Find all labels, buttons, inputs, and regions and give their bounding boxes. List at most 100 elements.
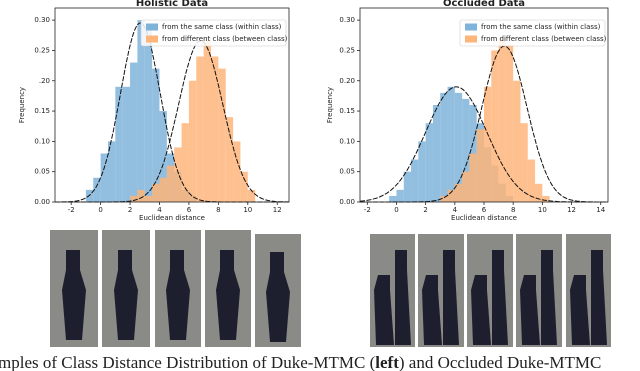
histogram-bar xyxy=(454,92,463,202)
x-tick-label: 6 xyxy=(187,206,192,214)
x-tick-label: 14 xyxy=(596,206,605,214)
legend-label: from the same class (within class) xyxy=(481,23,601,31)
y-tick-label: 0.25 xyxy=(34,46,50,54)
histogram-bar xyxy=(527,159,536,202)
histogram-bar xyxy=(454,183,463,202)
histogram-bar xyxy=(152,68,160,202)
histogram-bar xyxy=(159,177,167,202)
histogram-bar xyxy=(137,189,145,202)
histogram-bar xyxy=(505,44,514,202)
y-tick-label: .20 xyxy=(39,77,50,85)
histogram-bar xyxy=(137,20,145,202)
legend-box xyxy=(459,19,606,47)
histogram-bar xyxy=(498,38,506,202)
legend-swatch xyxy=(146,35,158,43)
chart-title: Occluded Data xyxy=(443,0,525,9)
histogram-bar xyxy=(447,189,455,202)
histogram-bar xyxy=(403,171,412,202)
photo-strip-right xyxy=(370,234,611,347)
y-tick-label: 0.05 xyxy=(339,168,355,176)
y-tick-label: 0.20 xyxy=(339,77,355,85)
x-tick-label: 2 xyxy=(423,206,427,214)
histogram-bar xyxy=(115,86,123,202)
caption-bold: left xyxy=(375,353,399,371)
x-tick-label: 2 xyxy=(128,206,132,214)
x-tick-label: 10 xyxy=(538,206,547,214)
x-tick-label: 8 xyxy=(216,206,220,214)
fit-curve xyxy=(55,22,289,203)
legend-label: from different class (between class) xyxy=(162,35,288,43)
legend-swatch xyxy=(465,23,477,31)
x-tick-label: 8 xyxy=(511,206,515,214)
x-tick-label: 6 xyxy=(482,206,487,214)
person xyxy=(166,250,190,340)
y-tick-label: 0.30 xyxy=(34,16,50,24)
histogram-bar xyxy=(218,68,226,202)
y-axis-label: Frequency xyxy=(326,87,334,123)
histogram-bar xyxy=(203,38,211,202)
histogram-bar xyxy=(247,189,256,202)
y-tick-label: 0.15 xyxy=(34,107,50,115)
histogram-bar xyxy=(152,183,160,202)
photo-strip-left xyxy=(50,230,301,347)
histogram-bar xyxy=(211,56,219,202)
legend-swatch xyxy=(465,35,477,43)
chart: Holistic Data Euclidean distance Frequency… xyxy=(18,0,290,222)
histogram-bar xyxy=(130,62,138,202)
person xyxy=(520,250,557,345)
histogram-bar xyxy=(484,86,492,202)
person xyxy=(374,250,411,345)
histogram-bar xyxy=(144,195,153,202)
y-tick-label: 0.05 xyxy=(34,168,50,176)
x-tick-label: -2 xyxy=(68,206,75,214)
histogram-bar xyxy=(425,123,433,202)
chart: Occluded Data Euclidean distance Frequency… xyxy=(326,0,609,222)
histogram-bar xyxy=(462,98,470,202)
x-axis-label: Euclidean distance xyxy=(451,214,517,222)
y-tick-label: 0.10 xyxy=(34,137,50,145)
x-tick-label: 12 xyxy=(273,206,282,214)
y-tick-label: 0.10 xyxy=(339,137,355,145)
histogram-bar xyxy=(144,26,153,202)
histogram-bar xyxy=(166,165,175,202)
histogram-bar xyxy=(225,117,234,202)
histogram-bar xyxy=(196,56,204,202)
histogram-bar xyxy=(513,80,521,202)
histogram-bar xyxy=(432,105,441,202)
histogram-bar xyxy=(418,141,426,202)
y-tick-label: 0.25 xyxy=(339,46,355,54)
histogram-bar xyxy=(85,189,94,202)
histogram-bar xyxy=(476,129,484,202)
caption-text: mples of Class Distance Distribution of … xyxy=(0,353,376,371)
person xyxy=(422,250,459,345)
fit-curve xyxy=(359,86,608,203)
histogram-bar xyxy=(93,177,101,202)
person xyxy=(570,250,607,345)
legend-label: from the same class (within class) xyxy=(162,23,282,31)
x-tick-label: 4 xyxy=(157,206,162,214)
person xyxy=(266,252,290,342)
y-tick-label: 0.00 xyxy=(339,198,355,206)
histogram-bar xyxy=(130,195,138,202)
y-tick-label: 0.30 xyxy=(339,16,355,24)
plot-frame xyxy=(54,7,290,203)
x-tick-label: 0 xyxy=(98,206,102,214)
person xyxy=(62,250,86,340)
y-axis-label: Frequency xyxy=(18,87,26,123)
histogram-bar xyxy=(440,92,448,202)
legend-swatch xyxy=(146,23,158,31)
y-tick-label: 0.00 xyxy=(34,198,50,206)
histogram-bar xyxy=(469,153,477,202)
y-tick-label: 0.15 xyxy=(339,107,355,115)
histogram-bar xyxy=(389,195,397,202)
histogram-bar xyxy=(447,86,455,202)
histogram-bar xyxy=(240,171,248,202)
x-tick-label: 0 xyxy=(394,206,398,214)
histogram-bar xyxy=(100,153,108,202)
histogram-bar xyxy=(535,183,543,202)
x-tick-label: 10 xyxy=(243,206,252,214)
histogram-bar xyxy=(188,80,197,202)
caption: mples of Class Distance Distribution of … xyxy=(0,353,601,371)
x-tick-label: -2 xyxy=(364,206,371,214)
